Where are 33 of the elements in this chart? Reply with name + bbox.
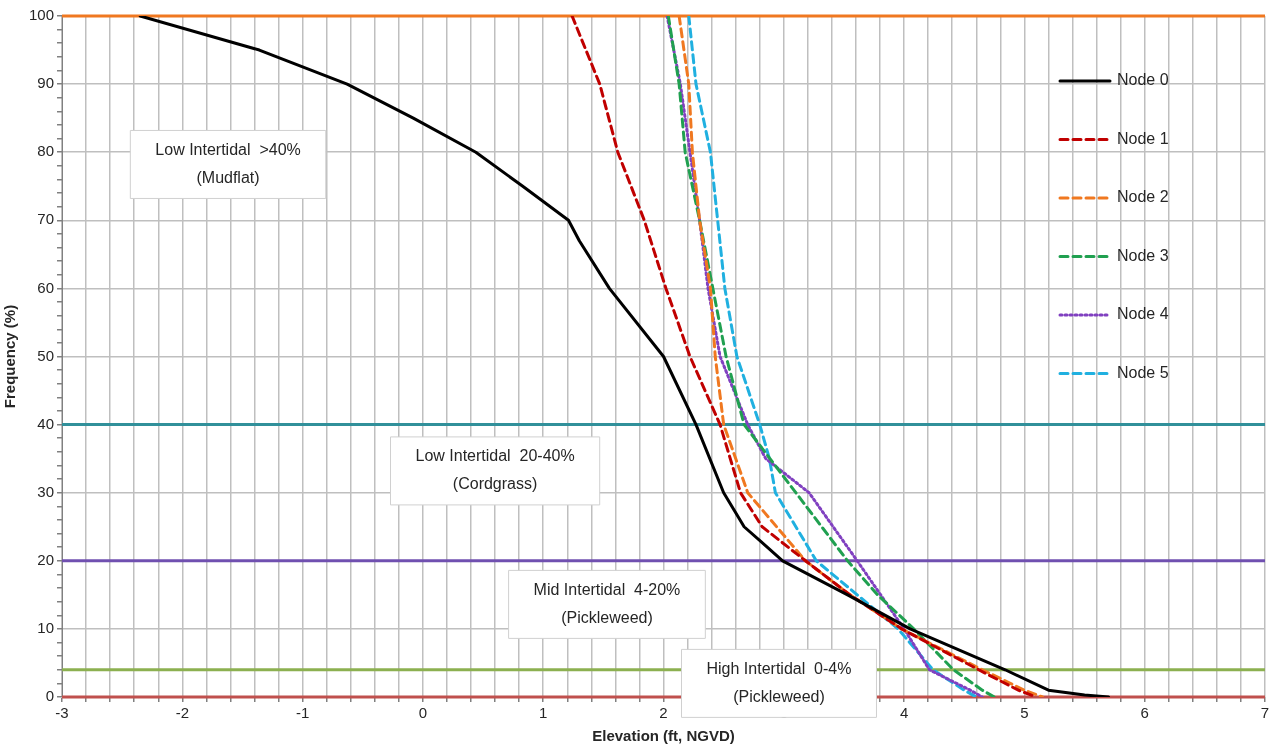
x-tick-label: 1 [539,704,548,722]
y-tick-label: 50 [37,346,55,364]
x-tick-label: 4 [899,704,909,722]
x-tick-label: 7 [1260,704,1270,722]
y-tick-label: 90 [37,74,55,92]
annotation: Mid Intertidal 4-20% (Pickleweed) [533,580,681,626]
y-tick-label: 0 [45,687,55,705]
y-tick-label: 100 [29,6,55,24]
x-tick-label: -2 [175,704,189,722]
y-axis-title: Frequency (%) [1,304,19,409]
x-tick-label: 0 [418,704,428,722]
x-tick-label: -1 [295,704,310,722]
y-tick-label: 20 [37,550,55,568]
annotation: Low Intertidal 20-40% (Cordgrass) [415,447,575,493]
legend-label: Node 1 [1117,129,1169,147]
y-tick-label: 80 [37,142,55,160]
y-tick-label: 30 [37,482,55,500]
annotation: High Intertidal 0-4% (Pickleweed) [706,659,852,705]
x-tick-label: -3 [55,704,69,722]
legend-label: Node 2 [1117,188,1169,206]
x-axis-title: Elevation (ft, NGVD) [592,727,735,745]
legend-label: Node 4 [1117,305,1169,323]
x-tick-label: 6 [1140,704,1149,722]
y-tick-label: 60 [37,278,55,296]
legend-label: Node 3 [1117,246,1169,264]
legend-label: Node 0 [1117,71,1169,89]
x-tick-label: 2 [659,704,668,722]
annotation: Low Intertidal >40% (Mudflat) [155,140,301,186]
y-tick-label: 40 [37,414,55,432]
y-tick-label: 10 [37,619,55,637]
x-tick-label: 5 [1020,704,1029,722]
y-tick-label: 70 [37,210,55,228]
legend-label: Node 5 [1117,363,1169,381]
